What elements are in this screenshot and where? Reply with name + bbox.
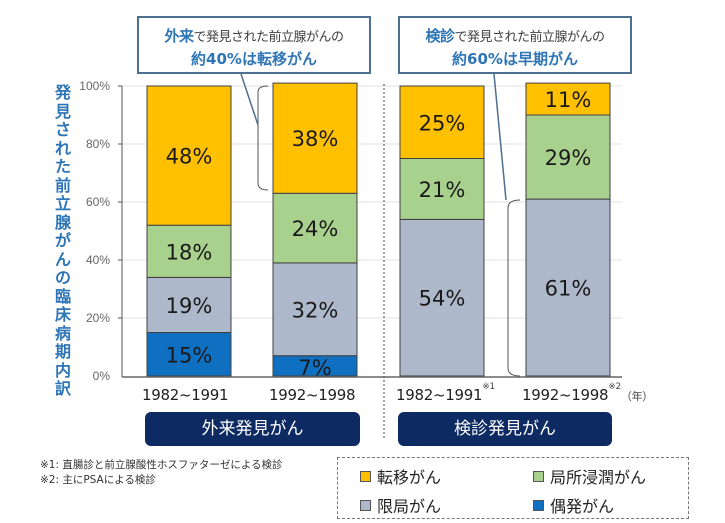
y-axis-title-char: 立 xyxy=(54,194,71,213)
data-label: 48% xyxy=(166,145,213,169)
year-range: 1982~1991 xyxy=(142,386,229,404)
bar-segment xyxy=(525,114,611,200)
bar-segment xyxy=(146,85,232,226)
bar-segment xyxy=(272,192,358,264)
bar-segment xyxy=(399,85,485,159)
data-label: 21% xyxy=(419,178,466,202)
data-label: 54% xyxy=(419,287,466,311)
y-axis-title-char: 前 xyxy=(54,175,71,195)
footnotes: ※1: 直腸診と前立腺酸性ホスファターゼによる検診 ※2: 主にPSAによる検診 xyxy=(40,458,283,488)
bar-segment xyxy=(272,262,358,357)
bar-segment xyxy=(146,276,232,333)
legend: 転移がん 局所浸潤がん 限局がん 偶発がん xyxy=(337,457,689,519)
y-axis-title-char: 内 xyxy=(54,360,71,380)
year-unit: （年） xyxy=(620,390,653,403)
footnote-marker: ※1 xyxy=(482,382,495,392)
legend-swatch xyxy=(360,499,371,511)
data-label: 7% xyxy=(298,356,331,380)
x-tick-label: 1982~1991※1 xyxy=(396,382,495,404)
year-range: 1992~1998 xyxy=(522,386,609,404)
bar-segment xyxy=(399,218,485,377)
callout-pointer-2 xyxy=(493,73,507,201)
legend-label: 偶発がん xyxy=(550,497,615,516)
legend-item-localized: 限局がん xyxy=(360,493,441,517)
legend-swatch xyxy=(533,499,544,511)
bar-segment xyxy=(399,158,485,220)
legend-swatch xyxy=(360,470,371,482)
callout-screening: 検診で発見された前立腺がんの 約60%は早期がん xyxy=(398,16,632,74)
year-range: 1982~1991 xyxy=(396,386,483,404)
y-axis-title-char: ん xyxy=(54,249,71,269)
x-tick-label: 1992~1998※2（年） xyxy=(522,382,653,404)
callout-outpatient: 外来で発見された前立腺がんの 約40%は転移がん xyxy=(137,16,371,74)
bars: 15% 19% 18% 48% 7% 32% 24% 38% 54% 21% 25% 61% 29% 11… xyxy=(146,82,611,380)
y-axis-title-char: 発 xyxy=(54,83,71,102)
data-label: 11% xyxy=(545,88,592,112)
data-label: 24% xyxy=(292,217,339,241)
data-label: 32% xyxy=(292,298,339,322)
callout-text: で発見された前立腺がんの xyxy=(193,30,345,45)
data-label: 15% xyxy=(166,343,213,367)
y-tick-labels: 0% 20% 40% 60% 80% 100% xyxy=(79,79,110,383)
y-axis-title-char: 病 xyxy=(54,323,71,343)
data-label: 38% xyxy=(292,127,339,151)
year-range: 1992~1998 xyxy=(269,386,356,404)
y-tick-label: 60% xyxy=(86,195,110,209)
data-label: 61% xyxy=(545,277,592,301)
footnote-marker: ※2 xyxy=(608,382,621,392)
callout-emphasis: 外来 xyxy=(164,27,194,45)
bar-segment xyxy=(272,82,358,194)
y-tick-label: 80% xyxy=(86,137,110,151)
x-tick-label: 1992~1998 xyxy=(269,386,356,404)
callout-emphasis: 検診 xyxy=(425,27,455,45)
x-tick-label: 1982~1991 xyxy=(142,386,229,404)
legend-item-locally-advanced: 局所浸潤がん xyxy=(533,464,646,488)
legend-item-metastatic: 転移がん xyxy=(360,464,441,488)
y-tick-label: 0% xyxy=(93,369,111,383)
y-axis-title-char: 腺 xyxy=(54,212,71,232)
bar-segment xyxy=(525,198,611,377)
y-axis-title-char: 訳 xyxy=(54,379,71,398)
data-label: 18% xyxy=(166,240,213,264)
legend-label: 局所浸潤がん xyxy=(550,468,647,487)
y-axis-title: 発見された前立腺がんの臨床病期内訳 xyxy=(54,83,72,399)
y-axis-title-char: 見 xyxy=(54,101,71,121)
legend-item-incidental: 偶発がん xyxy=(533,493,614,517)
bracket-localized xyxy=(507,199,521,377)
bracket-metastatic xyxy=(257,85,269,191)
y-axis-title-char: た xyxy=(54,157,71,176)
y-axis-title-char: 期 xyxy=(54,342,71,361)
bar-segment xyxy=(146,224,232,278)
legend-label: 限局がん xyxy=(377,497,442,516)
data-label: 19% xyxy=(166,294,213,318)
group-label-outpatient: 外来発見がん xyxy=(145,412,360,446)
footnote-1: ※1: 直腸診と前立腺酸性ホスファターゼによる検診 xyxy=(40,459,283,471)
data-label: 29% xyxy=(545,146,592,170)
y-tick-label: 40% xyxy=(86,253,110,267)
callout-text: で発見された前立腺がんの xyxy=(454,30,606,45)
legend-label: 転移がん xyxy=(377,468,442,487)
y-axis-title-char: れ xyxy=(54,138,71,158)
callout-pointer-1 xyxy=(240,73,259,126)
y-axis-title-char: の xyxy=(54,268,71,287)
legend-swatch xyxy=(533,470,544,482)
y-axis-title-char: 床 xyxy=(54,305,71,324)
y-axis-title-char: 臨 xyxy=(54,286,71,306)
y-tick-label: 100% xyxy=(79,79,110,93)
y-axis-title-char: が xyxy=(54,231,71,250)
callout-headline: 約60%は早期がん xyxy=(452,50,578,68)
group-label-screening: 検診発見がん xyxy=(398,412,612,446)
y-tick-label: 20% xyxy=(86,311,110,325)
data-label: 25% xyxy=(419,111,466,135)
bar-segment xyxy=(525,82,611,116)
callout-headline: 約40%は転移がん xyxy=(191,50,317,68)
y-axis-title-char: さ xyxy=(54,120,71,139)
footnote-2: ※2: 主にPSAによる検診 xyxy=(40,474,156,486)
